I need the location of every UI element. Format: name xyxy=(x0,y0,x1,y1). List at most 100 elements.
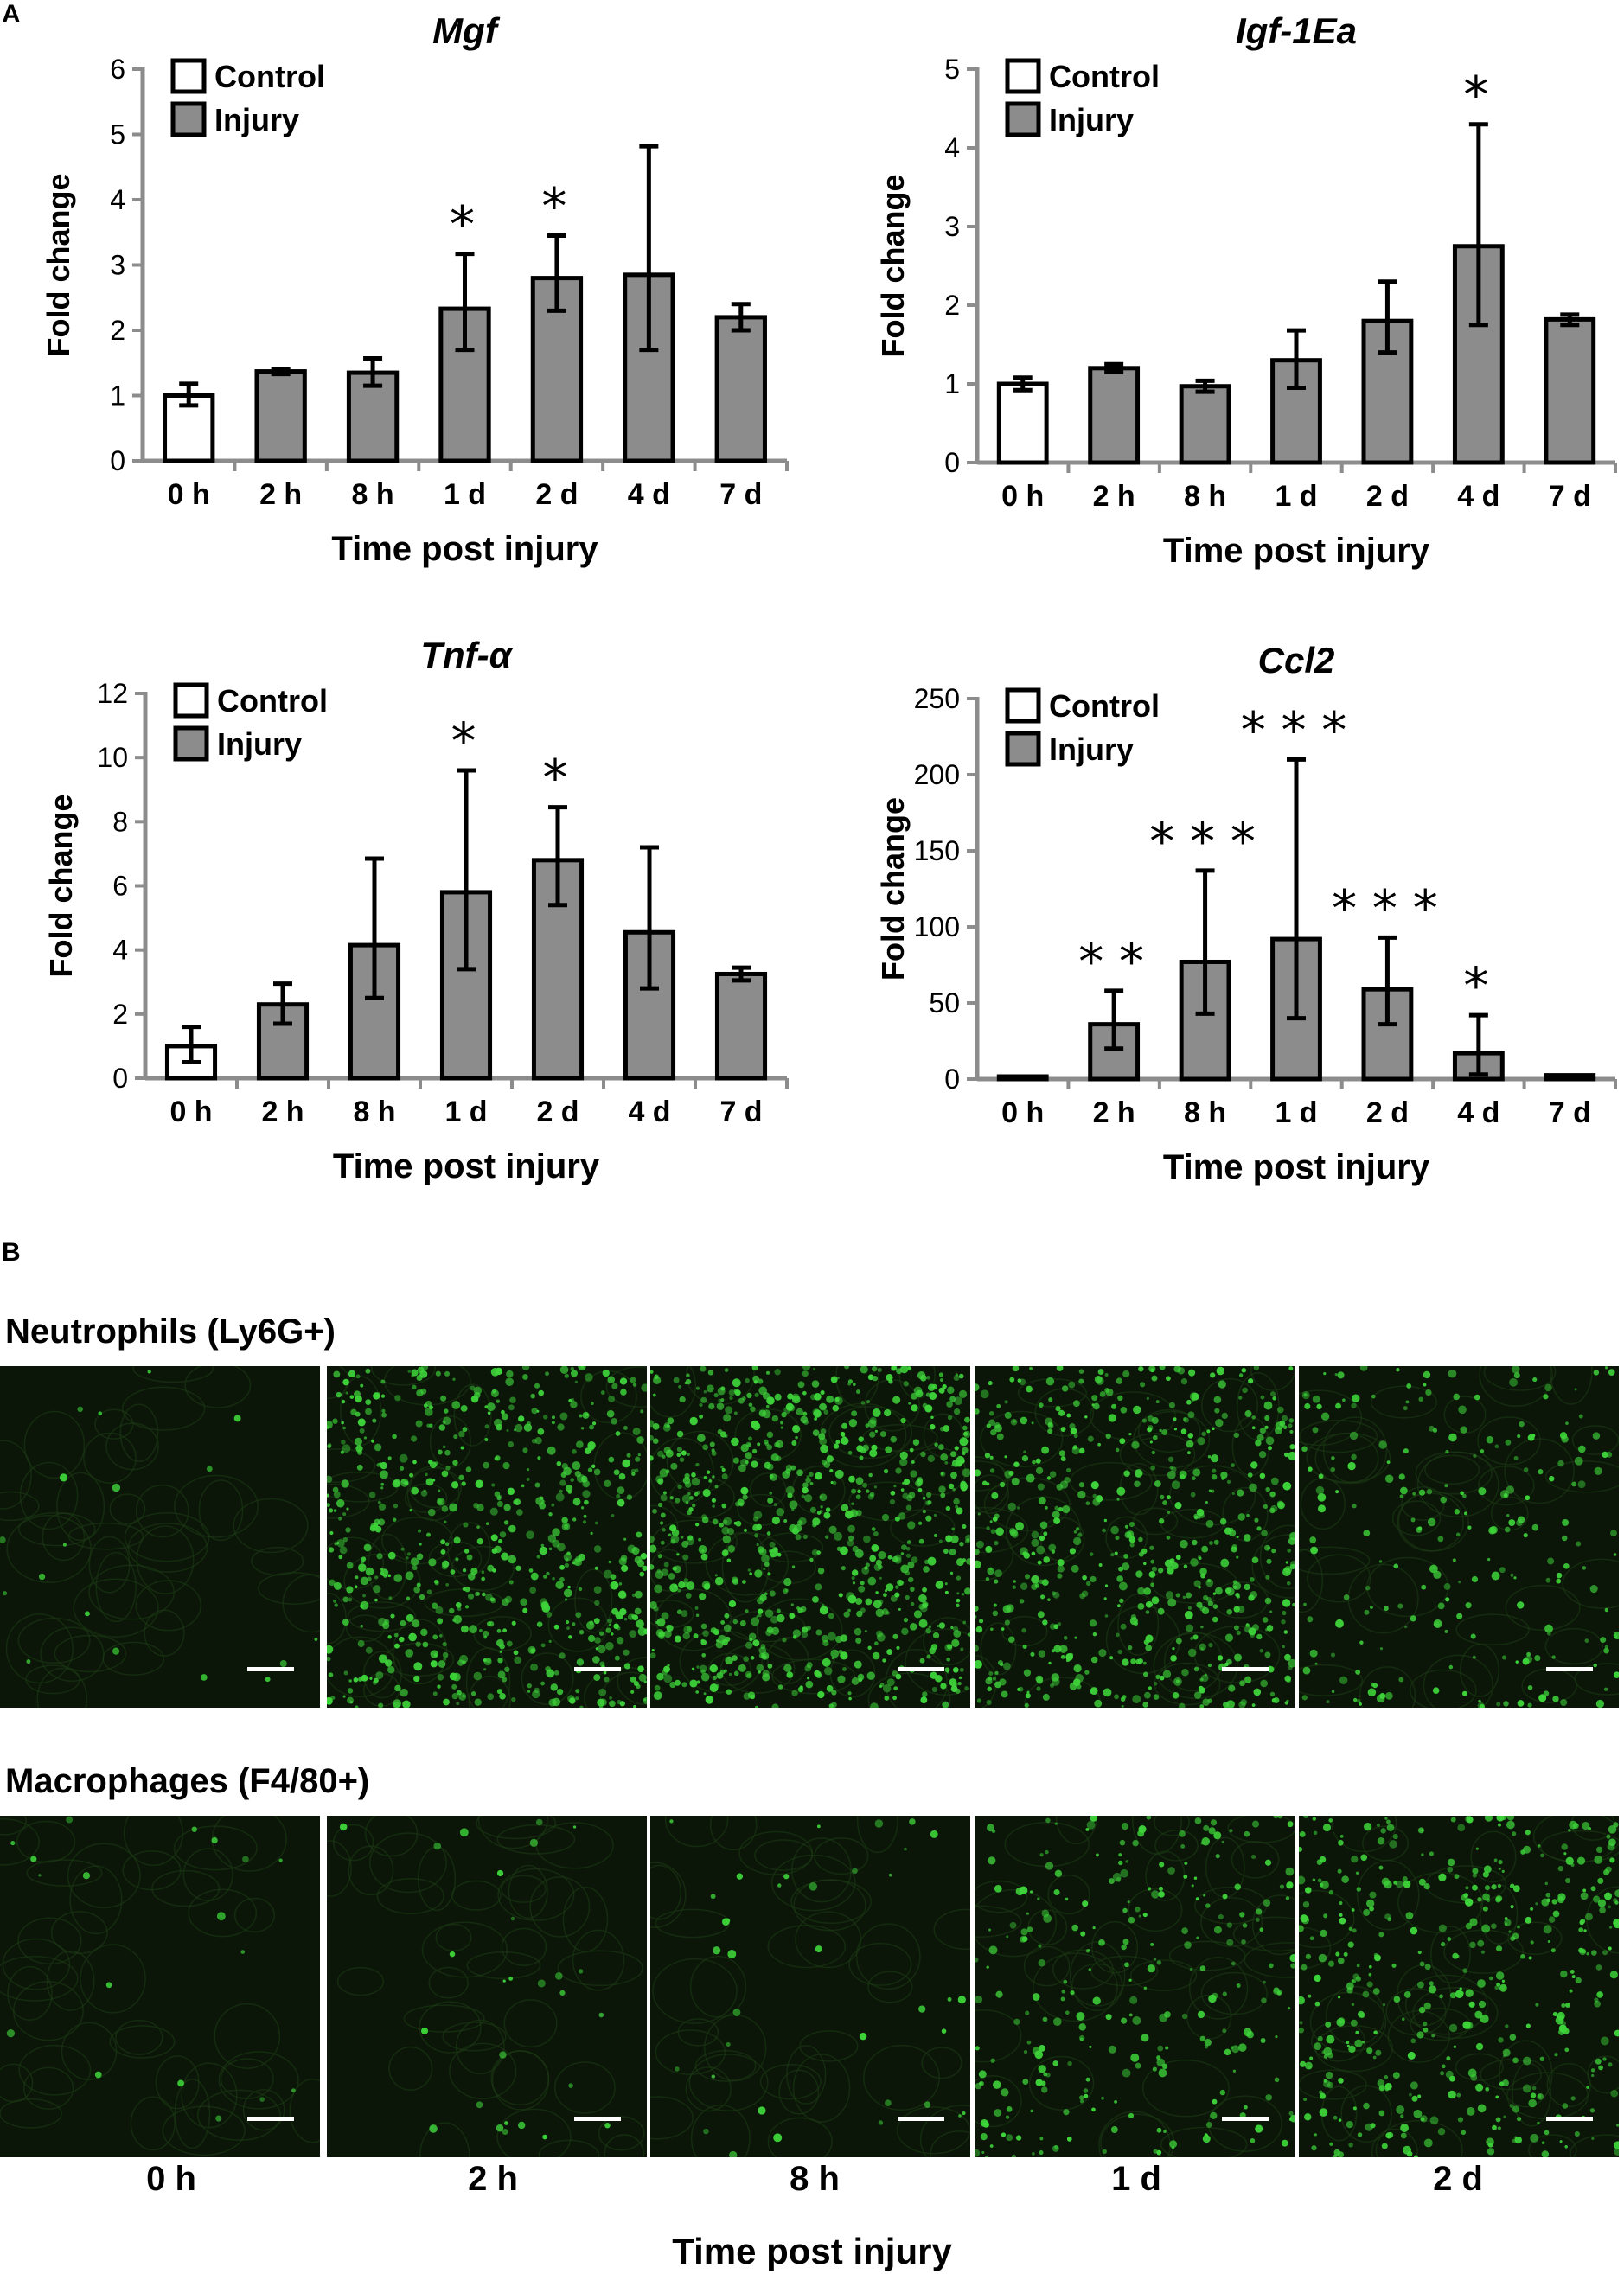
signal-dot xyxy=(1462,1968,1468,1973)
signal-dot xyxy=(1461,1690,1467,1696)
signal-dot xyxy=(1424,1964,1431,1971)
signal-dot xyxy=(1051,1673,1060,1682)
signal-dot xyxy=(1206,1578,1212,1583)
signal-dot xyxy=(739,1619,746,1626)
signal-dot xyxy=(1363,2102,1370,2110)
signal-dot xyxy=(878,2120,884,2125)
signal-dot xyxy=(944,1590,949,1594)
signal-dot xyxy=(1313,1830,1318,1836)
signal-dot xyxy=(1213,1831,1222,1840)
chart2-y-tick-label: 1 xyxy=(944,368,960,399)
signal-dot xyxy=(1199,1556,1202,1560)
signal-dot xyxy=(1450,1817,1456,1823)
signal-dot xyxy=(802,1486,809,1494)
signal-dot xyxy=(854,1660,862,1669)
signal-dot xyxy=(659,1468,668,1478)
signal-dot xyxy=(1530,2133,1539,2143)
signal-dot xyxy=(764,1592,768,1596)
signal-dot xyxy=(1171,1562,1178,1569)
signal-dot xyxy=(1045,1417,1053,1426)
micrograph-texture xyxy=(0,1366,320,1708)
signal-dot xyxy=(473,1671,483,1681)
signal-dot xyxy=(796,1606,800,1610)
signal-dot xyxy=(629,1630,637,1638)
fiber-outline xyxy=(919,2105,970,2157)
signal-dot xyxy=(817,1690,825,1699)
signal-dot xyxy=(1261,1530,1268,1537)
signal-dot xyxy=(1230,2046,1234,2049)
signal-dot xyxy=(502,1413,508,1421)
signal-dot xyxy=(847,1535,854,1542)
signal-dot xyxy=(611,1607,618,1615)
signal-dot xyxy=(950,1451,956,1458)
signal-dot xyxy=(1216,1366,1225,1376)
signal-dot xyxy=(1438,1924,1447,1932)
fiber-outline xyxy=(182,1848,233,1901)
signal-dot xyxy=(803,1419,809,1425)
signal-dot xyxy=(1498,2037,1504,2043)
signal-dot xyxy=(1084,1670,1090,1675)
signal-dot xyxy=(754,1392,759,1397)
signal-dot xyxy=(1509,1883,1515,1889)
signal-dot xyxy=(1199,1568,1207,1575)
fiber-outline xyxy=(83,1432,137,1484)
signal-dot xyxy=(1011,2154,1017,2157)
fiber-outline xyxy=(17,1617,91,1664)
signal-dot xyxy=(1210,1454,1219,1463)
signal-dot xyxy=(1535,2003,1539,2007)
signal-dot xyxy=(587,1634,596,1643)
signal-dot xyxy=(147,1370,151,1374)
signal-dot xyxy=(575,1612,582,1619)
signal-dot xyxy=(1557,2015,1564,2022)
signal-dot xyxy=(355,1374,361,1379)
signal-dot xyxy=(1591,2073,1595,2078)
signal-dot xyxy=(879,1431,886,1437)
signal-dot xyxy=(400,1688,408,1697)
signal-dot xyxy=(599,1661,605,1667)
signal-dot xyxy=(474,1698,482,1706)
fiber-outline xyxy=(1091,1921,1139,1974)
signal-dot xyxy=(1192,1468,1201,1477)
chart2-legend-swatch-2 xyxy=(1005,101,1041,137)
signal-dot xyxy=(727,1950,737,1958)
signal-dot xyxy=(1193,1513,1199,1519)
fiber-outline xyxy=(130,2096,176,2151)
signal-dot xyxy=(856,1389,860,1395)
signal-dot xyxy=(1352,1973,1359,1980)
signal-dot xyxy=(1440,1941,1446,1947)
signal-dot xyxy=(1500,1490,1509,1499)
signal-dot xyxy=(441,1563,448,1570)
signal-dot xyxy=(1372,1683,1378,1689)
signal-dot xyxy=(981,2150,985,2154)
fiber-outline xyxy=(218,2051,299,2110)
signal-dot xyxy=(1165,2046,1169,2050)
fiber-outline xyxy=(980,1410,1064,1468)
signal-dot xyxy=(1478,1487,1487,1496)
signal-dot xyxy=(598,2012,604,2018)
signal-dot xyxy=(1473,1453,1477,1459)
signal-dot xyxy=(1001,1627,1005,1631)
signal-dot xyxy=(1226,1608,1233,1615)
signal-dot xyxy=(491,1483,496,1487)
signal-dot xyxy=(678,1384,681,1389)
signal-dot xyxy=(816,1824,821,1829)
signal-dot xyxy=(1418,1396,1424,1402)
signal-dot xyxy=(1121,1822,1129,1830)
fiber-outline xyxy=(863,2044,940,2111)
signal-dot xyxy=(1006,2134,1013,2142)
signal-dot xyxy=(1389,1840,1397,1849)
signal-dot xyxy=(703,2128,709,2135)
signal-dot xyxy=(716,1671,724,1679)
signal-dot xyxy=(766,1463,774,1471)
signal-dot xyxy=(918,2005,926,2013)
signal-dot xyxy=(1403,1406,1408,1411)
signal-dot xyxy=(384,1659,393,1667)
fiber-outline xyxy=(421,1921,508,1978)
signal-dot xyxy=(975,1626,983,1633)
signal-dot xyxy=(661,1612,669,1620)
fiber-outline xyxy=(778,2069,820,2115)
signal-dot xyxy=(879,1684,883,1689)
signal-dot xyxy=(1564,2144,1568,2149)
signal-dot xyxy=(900,1552,905,1555)
signal-dot xyxy=(953,1375,960,1382)
